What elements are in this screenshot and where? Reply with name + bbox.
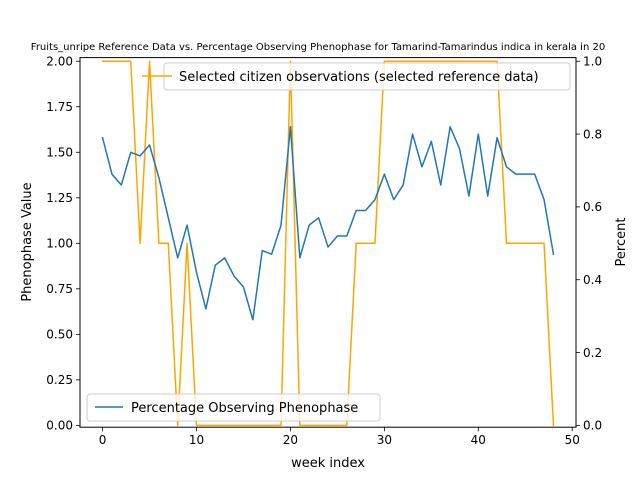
x-tick-label-0: 0 bbox=[99, 433, 107, 447]
chart-title: Fruits_unripe Reference Data vs. Percent… bbox=[31, 42, 605, 53]
left-y-tick-label-4: 1.00 bbox=[46, 237, 73, 251]
x-axis-label: week index bbox=[291, 456, 365, 471]
x-axis: 0 10 20 30 40 50 bbox=[99, 427, 580, 447]
series-line-0 bbox=[101, 60, 555, 427]
x-tick-label-3: 30 bbox=[377, 433, 392, 447]
left-y-tick-label-8: 2.00 bbox=[46, 55, 73, 69]
legend-percentage-observing-label: Percentage Observing Phenophase bbox=[131, 401, 358, 416]
legend-citizen-observations-label: Selected citizen observations (selected … bbox=[179, 70, 539, 85]
left-y-tick-label-6: 1.50 bbox=[46, 146, 73, 160]
left-y-axis: 0.00 0.25 0.50 0.75 1.00 1.25 1.50 1.75 2.00 bbox=[46, 55, 80, 433]
left-y-tick-label-7: 1.75 bbox=[46, 100, 73, 114]
right-y-tick-label-3: 0.6 bbox=[583, 200, 602, 214]
legend-citizen-observations: Selected citizen observations (selected … bbox=[142, 62, 571, 91]
right-y-tick-label-1: 0.2 bbox=[583, 346, 602, 360]
right-y-tick-label-2: 0.4 bbox=[583, 273, 602, 287]
x-tick-label-2: 20 bbox=[283, 433, 298, 447]
right-y-tick-label-4: 0.8 bbox=[583, 127, 602, 141]
series-line-1 bbox=[101, 126, 555, 321]
series-layer bbox=[101, 60, 555, 427]
x-tick-label-4: 40 bbox=[471, 433, 486, 447]
left-y-tick-label-2: 0.50 bbox=[46, 328, 73, 342]
right-y-axis: 0.0 0.2 0.4 0.6 0.8 1.0 bbox=[576, 55, 602, 433]
left-y-tick-label-5: 1.25 bbox=[46, 191, 73, 205]
plot-frame bbox=[79, 57, 577, 428]
x-tick-label-5: 50 bbox=[565, 433, 580, 447]
left-y-axis-label: Phenophase Value bbox=[20, 182, 35, 301]
left-y-tick-label-3: 0.75 bbox=[46, 282, 73, 296]
right-y-axis-label: Percent bbox=[614, 218, 629, 267]
legend-percentage-observing-box bbox=[86, 393, 381, 422]
left-y-tick-label-0: 0.00 bbox=[46, 419, 73, 433]
left-y-tick-label-1: 0.25 bbox=[46, 373, 73, 387]
x-tick-label-1: 10 bbox=[189, 433, 204, 447]
right-y-tick-label-5: 1.0 bbox=[583, 55, 602, 69]
right-y-tick-label-0: 0.0 bbox=[583, 419, 602, 433]
legend-percentage-observing: Percentage Observing Phenophase bbox=[86, 393, 381, 422]
